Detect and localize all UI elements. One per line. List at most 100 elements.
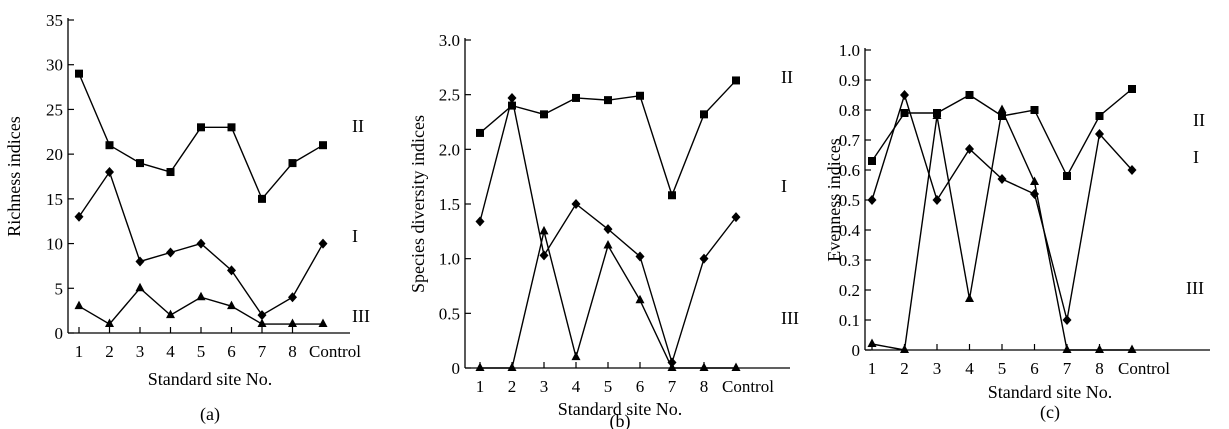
data-point-triangle: [288, 318, 297, 328]
x-tick-label: 1: [75, 342, 84, 361]
series-line: [871, 107, 1132, 351]
x-tick-label: Control: [722, 377, 774, 396]
data-point-square: [1030, 106, 1039, 114]
x-tick-label: Control: [1118, 359, 1170, 378]
series-I: I: [475, 92, 787, 368]
x-tick-label: 7: [1063, 359, 1072, 378]
x-tick-label: 2: [508, 377, 517, 396]
data-point-triangle: [867, 338, 877, 347]
y-tick-label: 0.4: [839, 221, 861, 240]
x-tick-label: 4: [572, 377, 581, 396]
x-tick-label: 7: [258, 342, 267, 361]
y-axis-title: Species diversity indices: [408, 115, 428, 293]
data-point-square: [998, 112, 1006, 120]
x-tick-label: 5: [604, 377, 613, 396]
y-tick-label: 0.1: [839, 311, 860, 330]
data-point-square: [105, 141, 114, 150]
data-point-diamond: [135, 256, 145, 267]
series-label: I: [781, 176, 787, 196]
chart-panel-1: 0 5 10 15 20 25 30 35 1 2 3 4 5 6 7 8 Control Standard si…: [4, 11, 370, 425]
data-point-diamond: [603, 224, 613, 235]
data-point-diamond: [1062, 315, 1072, 325]
data-point-diamond: [699, 253, 709, 264]
series-III: III: [475, 225, 799, 371]
x-axis-title: Standard site No.: [988, 382, 1112, 402]
data-point-triangle: [731, 362, 741, 371]
data-point-triangle: [1127, 344, 1137, 353]
data-point-diamond: [227, 265, 236, 276]
chart-panel-3: 0 0.1 0.2 0.3 0.4 0.5 0.6 0.7 0.8 0.9 1.0 1 2 3 4 5 6 7 8 C…: [824, 41, 1210, 423]
panel-label: (c): [1040, 402, 1060, 423]
x-tick-label: 4: [965, 359, 974, 378]
y-tick-label: 1.0: [839, 41, 860, 60]
data-point-square: [1095, 112, 1104, 120]
data-point-square: [572, 93, 580, 102]
data-point-diamond: [867, 195, 877, 205]
data-point-triangle: [1062, 344, 1072, 353]
y-tick-label: 0: [452, 359, 461, 378]
x-tick-label: 2: [105, 342, 114, 361]
x-tick-label: 3: [540, 377, 549, 396]
x-tick-label: 8: [700, 377, 709, 396]
y-tick-label: 0.9: [839, 71, 860, 90]
data-point-square: [136, 159, 144, 168]
x-tick-label: Control: [309, 342, 361, 361]
series-label: II: [352, 116, 364, 136]
y-tick-label: 0.3: [839, 251, 860, 270]
x-tick-label: 5: [197, 342, 206, 361]
data-point-diamond: [475, 216, 485, 227]
data-point-square: [900, 109, 909, 117]
y-tick-label: 0.8: [839, 101, 860, 120]
x-tick-label: 8: [1095, 359, 1104, 378]
data-point-diamond: [196, 238, 206, 249]
data-point-triangle: [1095, 344, 1104, 353]
data-point-square: [604, 96, 612, 105]
y-tick-label: 3.0: [439, 31, 460, 50]
y-tick-label: 20: [46, 145, 63, 164]
data-point-square: [1063, 172, 1071, 180]
data-point-diamond: [635, 251, 645, 262]
series-III: III: [74, 282, 370, 328]
x-tick-label: 6: [636, 377, 645, 396]
y-tick-label: 1.5: [439, 195, 460, 214]
x-tick-label: 6: [227, 342, 236, 361]
y-tick-label: 25: [46, 100, 63, 119]
y-tick-label: 0.7: [839, 131, 861, 150]
series-I: I: [74, 167, 358, 321]
y-axis-title: Richness indices: [4, 116, 24, 236]
data-point-diamond: [507, 92, 517, 103]
data-point-triangle: [997, 104, 1007, 113]
data-point-diamond: [1095, 129, 1104, 139]
data-point-diamond: [731, 212, 741, 223]
data-point-triangle: [196, 291, 206, 301]
series-II: II: [75, 69, 364, 203]
series-line: [78, 73, 324, 201]
x-tick-label: 3: [933, 359, 942, 378]
chart-panel-2: 0 0.5 1.0 1.5 2.0 2.5 3.0 1 2 3 4 5 6 7 8 Control Standa…: [408, 31, 799, 429]
data-point-triangle: [900, 344, 909, 353]
x-tick-label: 3: [136, 342, 145, 361]
data-point-square: [668, 191, 676, 200]
x-tick-label: 4: [166, 342, 175, 361]
data-point-diamond: [318, 238, 328, 249]
panel-label: (a): [200, 404, 220, 425]
x-tick-label: 1: [868, 359, 877, 378]
y-tick-label: 10: [46, 235, 63, 254]
data-point-square: [1128, 85, 1136, 93]
data-point-square: [732, 76, 740, 85]
y-tick-label: 0: [55, 324, 64, 343]
data-point-diamond: [900, 90, 909, 100]
data-point-triangle: [539, 225, 549, 235]
x-tick-label: 7: [668, 377, 677, 396]
series-label: I: [1193, 147, 1199, 167]
data-point-square: [288, 159, 297, 168]
y-axis-title: Evenness indices: [824, 138, 844, 261]
panel-label: (b): [610, 411, 631, 429]
data-point-diamond: [288, 292, 297, 303]
series-II: II: [868, 85, 1205, 180]
data-point-square: [197, 123, 205, 132]
y-tick-label: 0.2: [839, 281, 860, 300]
x-tick-label: 6: [1030, 359, 1039, 378]
data-point-triangle: [166, 309, 175, 319]
series-label: II: [1193, 110, 1205, 130]
